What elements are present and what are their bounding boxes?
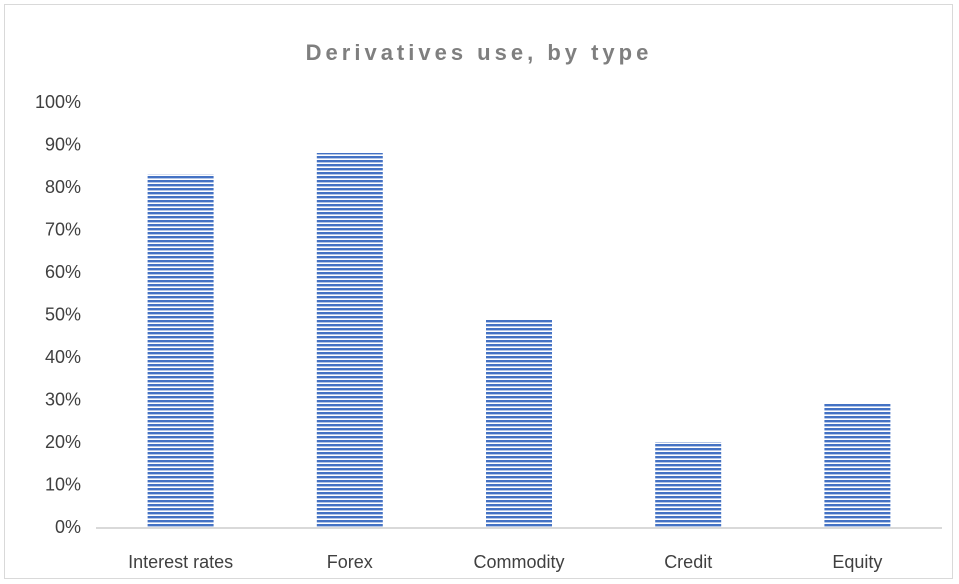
- x-tick-label: Equity: [832, 552, 882, 572]
- bars: [147, 153, 891, 527]
- y-tick-label: 40%: [45, 347, 81, 367]
- y-tick-label: 70%: [45, 220, 81, 240]
- bar-forex: [316, 153, 383, 527]
- x-tick-label: Interest rates: [128, 552, 233, 572]
- bar-credit: [655, 442, 722, 527]
- x-tick-label: Credit: [664, 552, 712, 572]
- x-axis-labels: Interest rates Forex Commodity Credit Equity: [128, 552, 882, 572]
- y-tick-label: 90%: [45, 135, 81, 155]
- y-tick-label: 0%: [55, 517, 81, 537]
- x-tick-label: Forex: [327, 552, 373, 572]
- y-tick-label: 80%: [45, 177, 81, 197]
- y-tick-label: 100%: [35, 92, 81, 112]
- bar-interest-rates: [147, 174, 214, 527]
- y-tick-label: 30%: [45, 390, 81, 410]
- x-tick-label: Commodity: [473, 552, 564, 572]
- y-axis-ticks: 0% 10% 20% 30% 40% 50% 60% 70% 80% 90% 100%: [35, 92, 81, 537]
- y-tick-label: 50%: [45, 305, 81, 325]
- y-tick-label: 20%: [45, 432, 81, 452]
- y-tick-label: 60%: [45, 262, 81, 282]
- y-tick-label: 10%: [45, 475, 81, 495]
- chart-title: Derivatives use, by type: [306, 40, 653, 65]
- bar-equity: [824, 403, 891, 527]
- bar-commodity: [486, 318, 552, 527]
